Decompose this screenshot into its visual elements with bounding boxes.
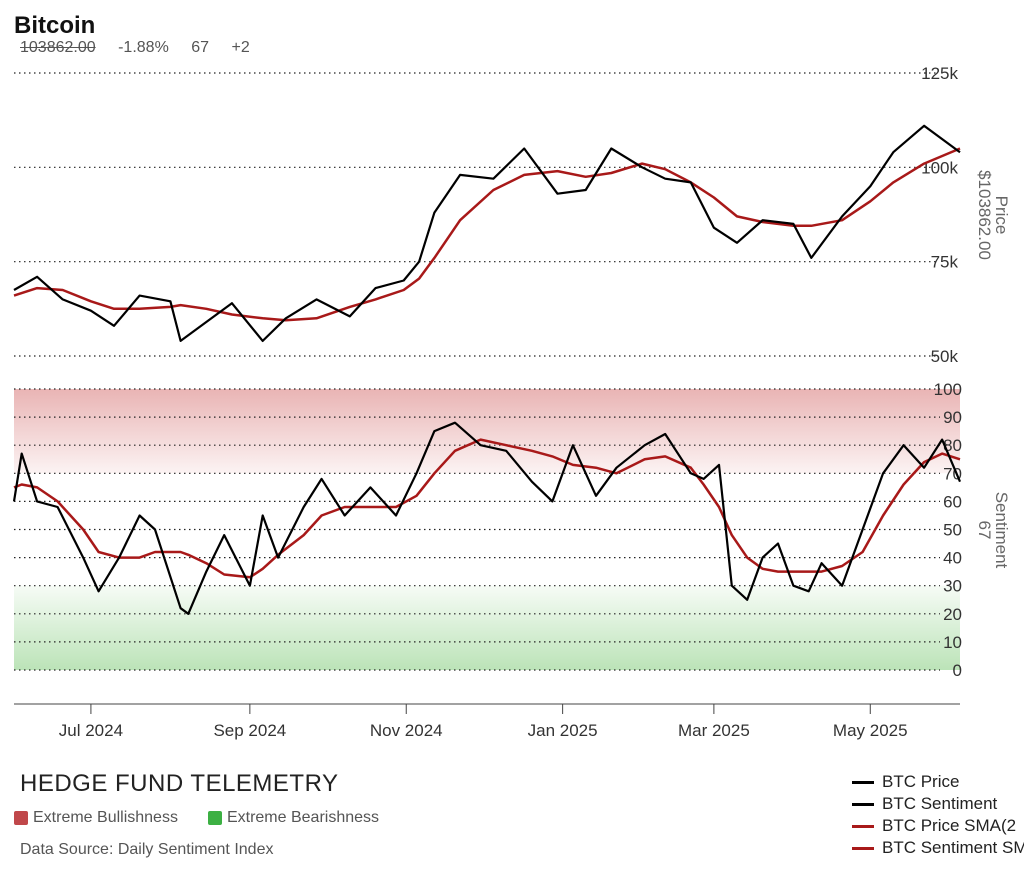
legend-swatch: [852, 824, 874, 828]
sentiment-tick-label: 100: [934, 380, 962, 399]
zone-key-bullish: Extreme Bullishness: [14, 809, 178, 827]
bullish-zone: [14, 389, 960, 474]
legend-label: BTC Sentiment: [882, 794, 998, 813]
bearish-zone: [14, 585, 960, 670]
sentiment-tick-label: 90: [943, 408, 962, 427]
zone-key-bearish: Extreme Bearishness: [207, 809, 380, 827]
header-change: -1.88%: [118, 39, 169, 56]
btc-price-line: [13, 124, 961, 342]
zone-key-bullish-label: Extreme Bullishness: [33, 809, 178, 826]
legend-label: BTC Sentiment SMA: [882, 838, 1024, 857]
x-tick-label: Jan 2025: [528, 721, 598, 740]
legend-item-btc-sentiment[interactable]: BTC Sentiment: [852, 793, 1024, 815]
legend-label: BTC Price SMA(2: [882, 816, 1017, 835]
x-tick-label: Sep 2024: [213, 721, 286, 740]
zone-key-bearish-label: Extreme Bearishness: [226, 809, 380, 826]
brand-name: HEDGE FUND TELEMETRY: [20, 770, 339, 797]
price-tick-label: 75k: [931, 253, 959, 272]
sentiment-tick-label: 20: [943, 605, 962, 624]
legend-swatch: [852, 780, 874, 784]
sentiment-axis-title: Sentiment67: [975, 492, 1011, 569]
header-price: 103862.00: [20, 39, 96, 56]
sentiment-tick-label: 10: [943, 633, 962, 652]
zone-key: Extreme Bullishness Extreme Bearishness: [14, 809, 379, 827]
price-tick-label: 50k: [931, 347, 959, 366]
legend-item-btc-price[interactable]: BTC Price: [852, 771, 1024, 793]
price-tick-label: 100k: [921, 158, 958, 177]
btc-sentiment-line: [12, 421, 962, 615]
legend-item-btc-sentiment-sma[interactable]: BTC Sentiment SMA: [852, 837, 1024, 859]
legend-swatch: [852, 802, 874, 806]
price-tick-label: 125k: [921, 64, 958, 83]
x-tick-label: Jul 2024: [59, 721, 123, 740]
data-source: Data Source: Daily Sentiment Index: [20, 841, 274, 858]
header-sentiment-change: +2: [231, 39, 250, 56]
legend-swatch: [852, 846, 874, 850]
sentiment-tick-label: 60: [943, 492, 962, 511]
chart-legend: BTC Price BTC Sentiment BTC Price SMA(2 …: [852, 771, 1024, 859]
sentiment-tick-label: 80: [943, 436, 962, 455]
x-tick-label: May 2025: [833, 721, 908, 740]
x-tick-label: Nov 2024: [370, 721, 443, 740]
btc-sentiment-sma-line: [13, 438, 961, 579]
header-stats: 103862.00 -1.88% 67 +2: [20, 39, 268, 57]
x-tick-label: Mar 2025: [678, 721, 750, 740]
price-axis-title: Price$103862.00: [975, 170, 1011, 260]
sentiment-tick-label: 0: [953, 661, 962, 680]
bullish-swatch: [14, 811, 28, 825]
bearish-swatch: [207, 811, 222, 825]
sentiment-tick-label: 70: [943, 464, 962, 483]
legend-item-btc-price-sma[interactable]: BTC Price SMA(2: [852, 815, 1024, 837]
legend-label: BTC Price: [882, 772, 960, 791]
sentiment-tick-label: 50: [943, 521, 962, 540]
chart-title: Bitcoin: [14, 12, 96, 39]
btc-price-sma-line: [13, 147, 961, 322]
sentiment-tick-label: 40: [943, 549, 962, 568]
header-sentiment: 67: [191, 39, 210, 56]
sentiment-tick-label: 30: [943, 577, 962, 596]
